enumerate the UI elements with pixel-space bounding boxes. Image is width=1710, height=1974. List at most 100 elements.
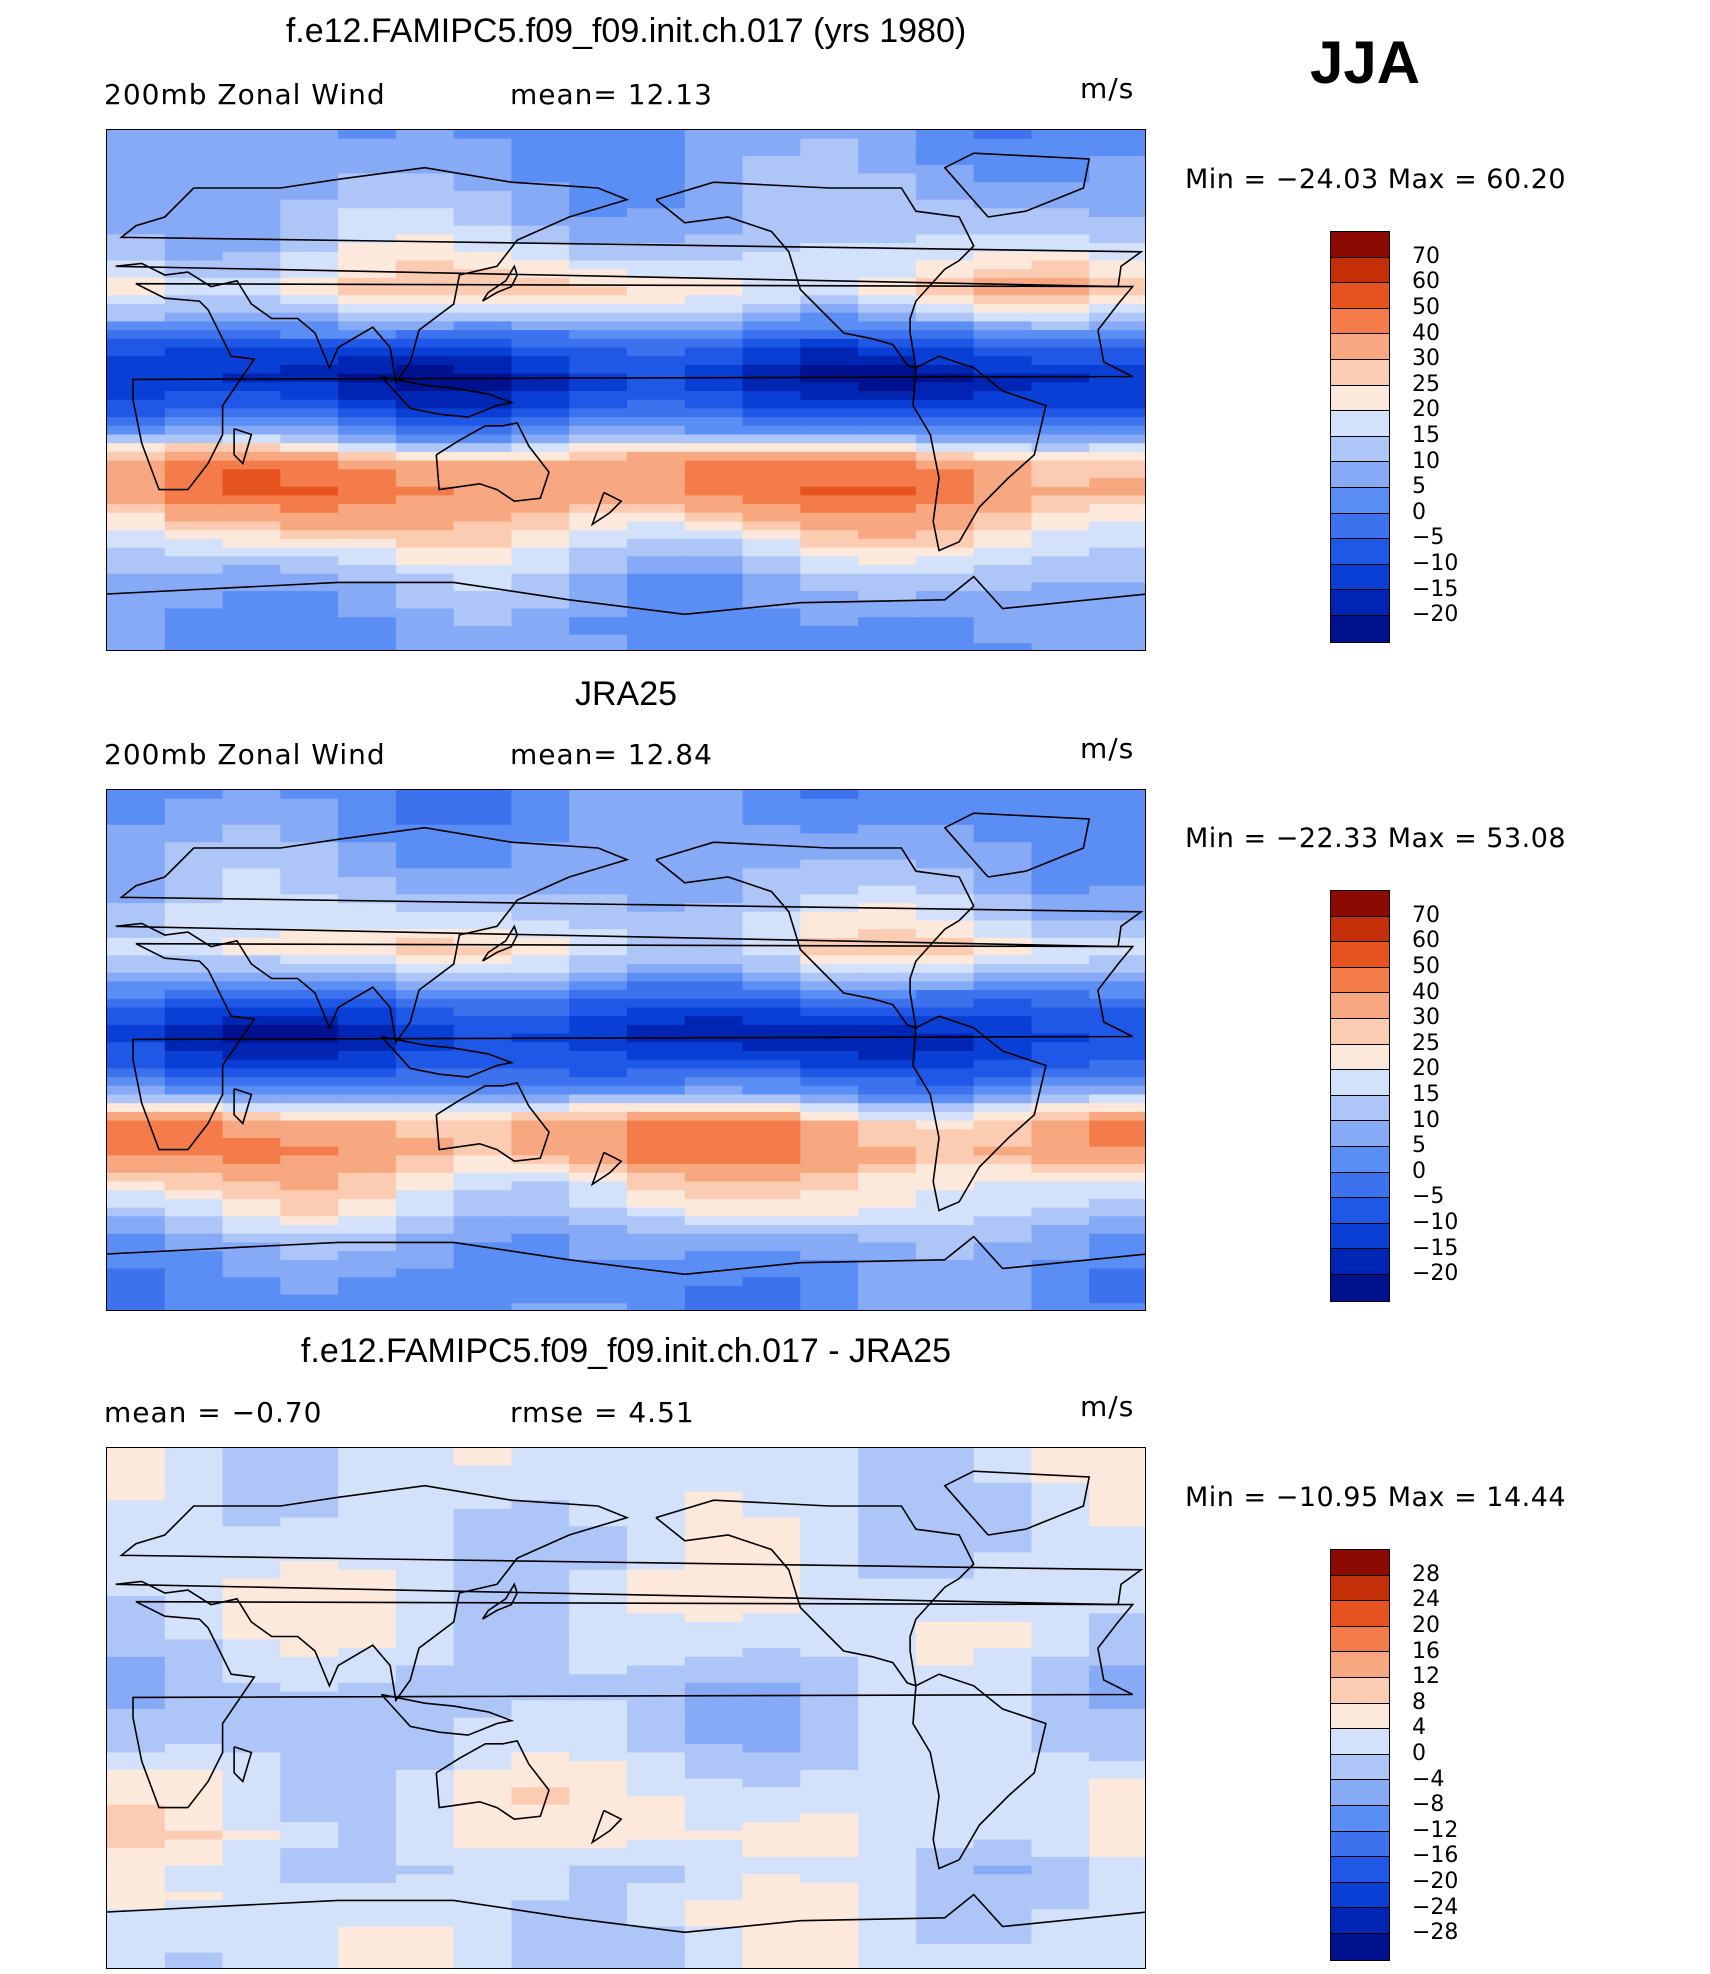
wind-cell — [915, 338, 975, 349]
wind-cell — [280, 1059, 339, 1069]
wind-cell — [107, 330, 166, 340]
wind-cell — [1031, 1508, 1090, 1519]
wind-cell — [569, 591, 628, 601]
wind-cell — [1089, 1482, 1145, 1493]
wind-cell — [1031, 1448, 1090, 1458]
wind-cell — [627, 1465, 686, 1475]
wind-cell — [1089, 1909, 1145, 1919]
wind-cell — [627, 1804, 686, 1814]
colorbar-tick-label: 70 — [1412, 243, 1440, 269]
colorbar-tick-label: 0 — [1412, 1741, 1426, 1766]
wind-cell — [338, 347, 397, 357]
wind-cell — [800, 1900, 859, 1910]
wind-cell — [280, 173, 339, 183]
wind-cell — [338, 451, 397, 462]
wind-cell — [569, 1743, 628, 1754]
wind-cell — [1031, 1552, 1090, 1562]
wind-cell — [107, 156, 166, 166]
wind-cell — [280, 937, 339, 948]
wind-cell — [973, 573, 1033, 583]
wind-cell — [511, 1120, 570, 1130]
wind-cell — [1089, 842, 1145, 852]
wind-cell — [800, 1181, 859, 1191]
wind-cell — [973, 1474, 1033, 1484]
wind-cell — [569, 1172, 628, 1183]
wind-cell — [107, 964, 166, 974]
wind-cell — [858, 478, 917, 488]
wind-cell — [742, 798, 801, 808]
wind-cell — [569, 1526, 628, 1536]
wind-cell — [511, 565, 570, 575]
wind-cell — [107, 182, 166, 192]
wind-cell — [222, 1207, 281, 1217]
wind-cell — [858, 1682, 917, 1693]
wind-cell — [222, 625, 281, 636]
wind-cell — [1089, 269, 1145, 279]
wind-cell — [569, 1448, 628, 1458]
wind-cell — [511, 798, 570, 808]
wind-cell — [858, 286, 917, 296]
wind-cell — [858, 1587, 917, 1597]
wind-cell — [164, 946, 224, 956]
wind-cell — [280, 547, 339, 557]
wind-cell — [973, 955, 1033, 965]
wind-cell — [1089, 955, 1145, 965]
wind-cell — [742, 1155, 801, 1165]
wind-cell — [280, 1822, 339, 1832]
wind-cell — [280, 1622, 339, 1632]
wind-cell — [338, 929, 397, 939]
wind-cell — [107, 981, 166, 991]
wind-cell — [1089, 1743, 1145, 1754]
wind-cell — [973, 1778, 1033, 1788]
wind-cell — [1031, 1094, 1090, 1104]
wind-cell — [1031, 1207, 1090, 1217]
wind-cell — [511, 1190, 570, 1200]
coastline — [943, 812, 1091, 878]
wind-cell — [742, 1569, 801, 1580]
wind-cell — [684, 850, 744, 861]
wind-cell — [915, 1225, 975, 1235]
wind-cell — [1031, 304, 1090, 314]
wind-cell — [164, 1508, 224, 1519]
wind-cell — [742, 1016, 801, 1026]
wind-cell — [395, 998, 455, 1009]
wind-cell — [742, 1848, 801, 1858]
wind-cell — [222, 1268, 281, 1278]
wind-cell — [1089, 1508, 1145, 1519]
wind-cell — [453, 634, 513, 644]
wind-cell — [222, 1569, 281, 1580]
wind-cell — [684, 1891, 744, 1901]
coastline — [655, 1499, 975, 1687]
wind-cell — [280, 1242, 339, 1252]
wind-cell — [627, 130, 686, 140]
wind-cell — [1031, 521, 1090, 531]
wind-cell — [684, 1561, 744, 1571]
wind-cell — [973, 286, 1033, 296]
wind-cell — [973, 998, 1033, 1009]
wind-cell — [1089, 443, 1145, 453]
panel1-left-label: 200mb Zonal Wind — [104, 78, 386, 111]
wind-cell — [453, 1465, 513, 1475]
wind-cell — [511, 1665, 570, 1675]
wind-cell — [107, 1007, 166, 1017]
wind-cell — [973, 304, 1033, 314]
wind-cell — [800, 1769, 859, 1780]
wind-cell — [511, 286, 570, 296]
wind-cell — [569, 512, 628, 523]
wind-cell — [858, 625, 917, 636]
wind-cell — [915, 833, 975, 843]
wind-cell — [973, 1682, 1033, 1693]
wind-cell — [1089, 573, 1145, 583]
wind-cell — [627, 1830, 686, 1841]
wind-cell — [915, 625, 975, 636]
wind-cell — [858, 1787, 917, 1797]
wind-cell — [684, 1856, 744, 1867]
colorbar-swatch — [1331, 539, 1389, 565]
wind-cell — [107, 1917, 166, 1928]
wind-cell — [511, 1285, 570, 1296]
wind-cell — [569, 1251, 628, 1261]
wind-cell — [107, 1164, 166, 1174]
wind-cell — [164, 1535, 224, 1545]
wind-cell — [511, 156, 570, 166]
wind-cell — [1031, 582, 1090, 592]
